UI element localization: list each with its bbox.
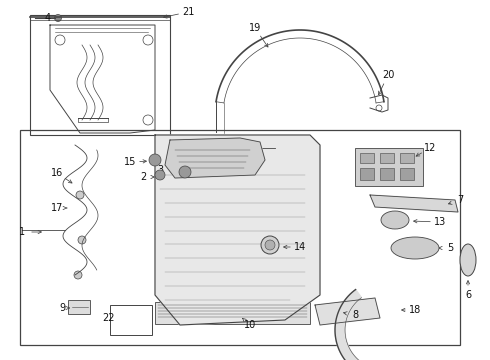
Text: 20: 20 <box>382 70 394 80</box>
Text: 5: 5 <box>447 243 453 253</box>
Text: 12: 12 <box>424 143 436 153</box>
Ellipse shape <box>460 244 476 276</box>
Circle shape <box>78 236 86 244</box>
Text: 3: 3 <box>157 165 163 175</box>
Circle shape <box>149 154 161 166</box>
Polygon shape <box>165 138 265 178</box>
Bar <box>400 168 414 180</box>
Polygon shape <box>370 195 458 212</box>
Text: 21: 21 <box>182 7 194 17</box>
Text: 4: 4 <box>45 13 51 23</box>
Bar <box>400 153 414 163</box>
Text: 8: 8 <box>352 310 358 320</box>
Text: 19: 19 <box>249 23 261 33</box>
Text: 18: 18 <box>409 305 421 315</box>
Bar <box>110 305 152 335</box>
Polygon shape <box>335 289 362 360</box>
Bar <box>380 153 394 163</box>
Text: 6: 6 <box>465 290 471 300</box>
Text: 7: 7 <box>457 195 463 205</box>
Circle shape <box>265 240 275 250</box>
Text: 1: 1 <box>19 227 25 237</box>
Polygon shape <box>315 298 380 325</box>
Circle shape <box>54 14 62 22</box>
Text: 11: 11 <box>199 155 211 165</box>
Circle shape <box>179 166 191 178</box>
Ellipse shape <box>391 237 439 259</box>
Circle shape <box>76 191 84 199</box>
Bar <box>380 168 394 180</box>
Bar <box>360 153 374 163</box>
Text: 17: 17 <box>51 203 63 213</box>
Bar <box>155 302 310 324</box>
Bar <box>30 15 170 135</box>
Bar <box>68 300 90 314</box>
Bar <box>355 148 423 186</box>
Text: 15: 15 <box>124 157 136 167</box>
Circle shape <box>261 236 279 254</box>
Text: 22: 22 <box>102 313 114 323</box>
Text: 10: 10 <box>244 320 256 330</box>
Text: 13: 13 <box>434 217 446 227</box>
Bar <box>360 168 374 180</box>
Circle shape <box>155 170 165 180</box>
Circle shape <box>74 271 82 279</box>
Bar <box>20 130 460 345</box>
Polygon shape <box>155 135 320 325</box>
Ellipse shape <box>381 211 409 229</box>
Text: 14: 14 <box>294 242 306 252</box>
Text: 2: 2 <box>140 172 146 182</box>
Text: 9: 9 <box>59 303 65 313</box>
Text: 16: 16 <box>51 168 63 178</box>
